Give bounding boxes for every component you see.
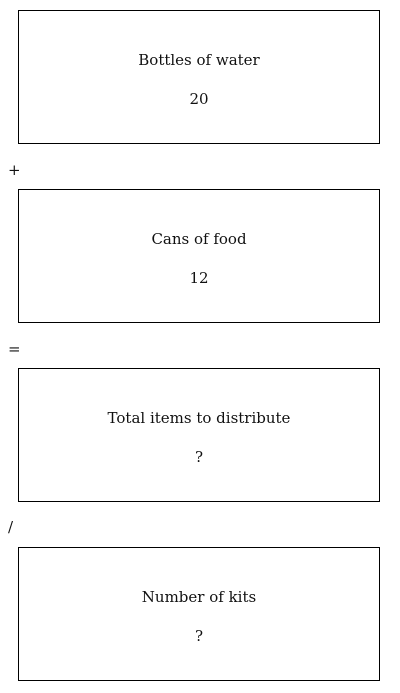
box-value: ? [194, 627, 204, 645]
box-label: Cans of food [151, 230, 247, 248]
box-label: Bottles of water [138, 51, 260, 69]
equals-operator: = [8, 340, 21, 358]
box-total-items: Total items to distribute ? [18, 368, 380, 502]
box-value: 20 [189, 90, 209, 108]
box-label: Number of kits [141, 588, 257, 606]
divide-operator: / [8, 518, 14, 536]
box-value: ? [194, 448, 204, 466]
box-number-of-kits: Number of kits ? [18, 547, 380, 681]
box-cans-of-food: Cans of food 12 [18, 189, 380, 323]
box-label: Total items to distribute [107, 409, 291, 427]
box-bottles-of-water: Bottles of water 20 [18, 10, 380, 144]
box-value: 12 [189, 269, 209, 287]
plus-operator: + [8, 161, 21, 179]
